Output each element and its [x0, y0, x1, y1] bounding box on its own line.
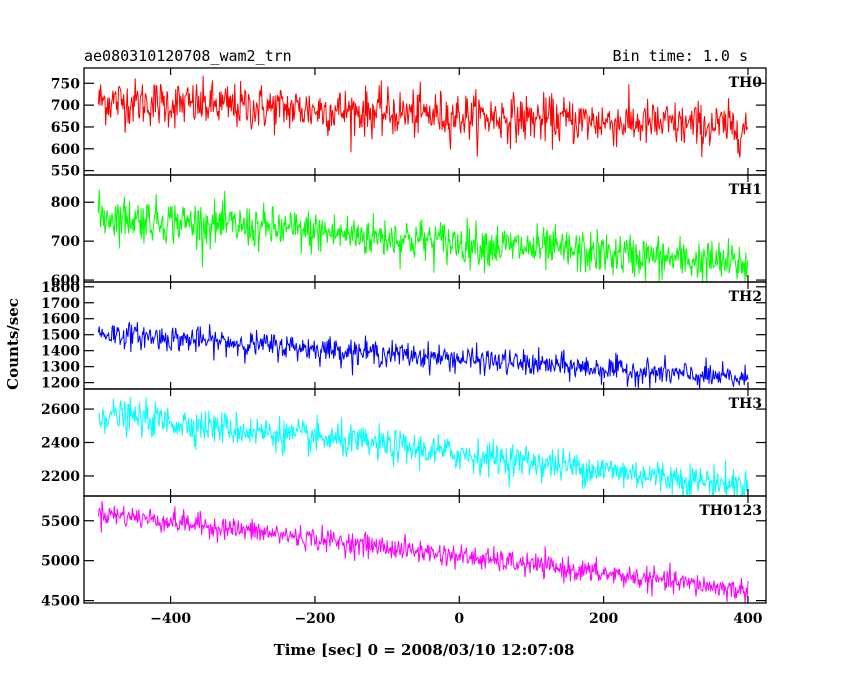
y-tick-label: 600 — [51, 142, 80, 158]
panel-frame — [83, 67, 767, 176]
y-tick-label: 800 — [51, 195, 80, 211]
y-tick-label: 1400 — [41, 344, 80, 360]
x-tick-label: −400 — [150, 611, 191, 627]
y-tick-label: 1600 — [41, 312, 80, 328]
y-tick-label: 4500 — [41, 594, 80, 610]
y-tick-label: 2200 — [41, 469, 80, 485]
y-tick-label: 1300 — [41, 360, 80, 376]
panel-th0: 550 600 650 700 750 TH0 — [51, 67, 767, 180]
y-tick-label: 2400 — [41, 436, 80, 452]
series-th0-line — [97, 75, 749, 158]
panel-th0123: 4500 5000 5500 TH0123 — [41, 495, 767, 610]
y-tick-label: 750 — [51, 76, 80, 92]
y-tick-label: 1500 — [41, 328, 80, 344]
y-axis-label: Counts/sec — [4, 298, 22, 390]
panel-th3: 2200 2400 2600 TH3 — [41, 388, 767, 497]
x-tick-label: −200 — [294, 611, 335, 627]
panel-th1: 600 700 800 TH1 — [51, 174, 767, 289]
panel-label-th3: TH3 — [729, 396, 762, 412]
panel-frame — [83, 495, 767, 604]
panel-label-th0: TH0 — [729, 75, 763, 91]
series-th3-line — [98, 396, 749, 496]
y-tick-label: 700 — [51, 98, 80, 114]
panel-frame — [83, 388, 767, 497]
y-tick-label: 1200 — [41, 376, 80, 392]
x-tick-label: 200 — [589, 611, 618, 627]
x-tick-label: 0 — [454, 611, 464, 627]
y-tick-label: 1800 — [41, 280, 80, 296]
series-th1-line — [97, 189, 749, 282]
y-tick-label: 550 — [51, 164, 80, 180]
y-tick-label: 650 — [51, 120, 80, 136]
x-axis-label: Time [sec] 0 = 2008/03/10 12:07:08 — [274, 641, 575, 659]
panel-label-th1: TH1 — [729, 182, 762, 198]
chart-title: ae080310120708_wam2_trn — [84, 47, 292, 65]
y-tick-label: 700 — [51, 234, 80, 250]
bin-time-label: Bin time: 1.0 s — [613, 47, 748, 65]
y-tick-label: 5500 — [41, 514, 80, 530]
series-th0123-line — [97, 501, 749, 603]
panel-label-th2: TH2 — [729, 289, 762, 305]
panel-label-th0123: TH0123 — [699, 503, 762, 519]
x-axis: −400 −200 0 200 400 — [150, 611, 763, 627]
y-tick-label: 600 — [51, 273, 80, 289]
x-tick-label: 400 — [733, 611, 762, 627]
panels-group: 550 600 650 700 750 TH0 600 700 800 TH1 1200130014… — [41, 67, 767, 610]
y-tick-label: 2600 — [41, 402, 80, 418]
y-tick-label: 5000 — [41, 554, 80, 570]
series-th2-line — [97, 322, 749, 389]
y-tick-label: 1700 — [41, 296, 80, 312]
panel-frame — [83, 281, 767, 390]
